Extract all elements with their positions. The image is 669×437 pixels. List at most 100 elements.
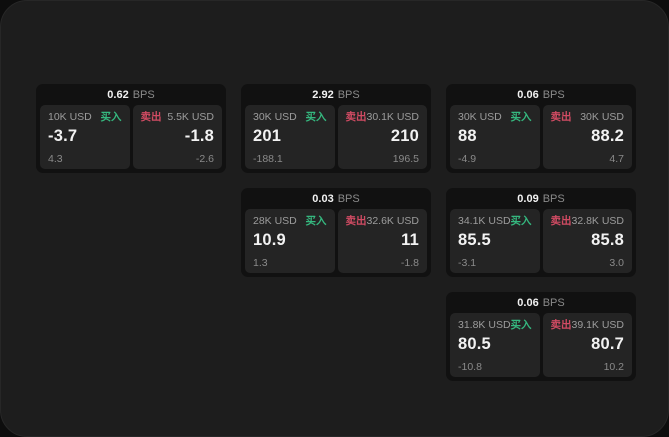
sell-size: 39.1K USD [571,319,625,331]
card-header: 0.03 BPS [245,188,427,209]
buy-panel-top: 30K USD 买入 [458,112,532,123]
buy-size: 28K USD [253,215,297,227]
sell-panel[interactable]: 卖出 39.1K USD 80.7 10.2 [542,313,632,377]
sell-size: 32.8K USD [571,215,625,227]
sell-delta: -1.8 [400,256,419,269]
buy-price: -3.7 [48,126,78,145]
sell-label: 卖出 [345,215,367,227]
sell-price: -1.8 [184,126,214,145]
buy-price: 201 [253,126,282,145]
sell-price: 80.7 [591,334,624,353]
bps-unit-label: BPS [337,192,360,205]
bps-unit-label: BPS [542,88,565,101]
sell-size: 30.1K USD [366,111,420,123]
sell-panel[interactable]: 卖出 30K USD 88.2 4.7 [542,105,632,169]
buy-panel[interactable]: 30K USD 买入 201 -188.1 [245,105,335,169]
buy-panel-top: 10K USD 买入 [48,112,122,123]
buy-size: 34.1K USD [458,215,511,227]
sell-size: 30K USD [580,111,624,123]
sell-panel[interactable]: 卖出 32.6K USD 11 -1.8 [337,209,427,273]
sell-label: 卖出 [550,111,572,123]
buy-delta: -4.9 [458,152,477,165]
bps-unit-label: BPS [337,88,360,101]
quote-card: 0.06 BPS 30K USD 买入 88 -4.9 卖出 30K USD 8… [446,84,636,173]
sell-panel-top: 卖出 39.1K USD [551,320,625,331]
bps-unit-label: BPS [542,296,565,309]
quote-card: 0.03 BPS 28K USD 买入 10.9 1.3 卖出 32.6K US… [241,188,431,277]
bps-unit-label: BPS [132,88,155,101]
card-header: 0.06 BPS [450,84,632,105]
sell-panel-top: 卖出 30K USD [551,112,625,123]
bps-unit-label: BPS [542,192,565,205]
buy-delta: -10.8 [458,360,482,373]
buy-delta: -188.1 [253,152,283,165]
card-header: 2.92 BPS [245,84,427,105]
buy-panel[interactable]: 30K USD 买入 88 -4.9 [450,105,540,169]
quote-card: 0.06 BPS 31.8K USD 买入 80.5 -10.8 卖出 39.1… [446,292,636,381]
buy-size: 30K USD [253,111,297,123]
buy-size: 31.8K USD [458,319,511,331]
sell-delta: 4.7 [609,152,624,165]
buy-price: 88 [458,126,477,145]
buy-price: 80.5 [458,334,491,353]
quote-panels: 28K USD 买入 10.9 1.3 卖出 32.6K USD 11 -1.8 [245,209,427,273]
buy-panel[interactable]: 31.8K USD 买入 80.5 -10.8 [450,313,540,377]
buy-delta: 4.3 [48,152,63,165]
buy-label: 买入 [100,111,122,123]
sell-panel-top: 卖出 32.8K USD [551,216,625,227]
sell-delta: 10.2 [603,360,624,373]
buy-panel-top: 31.8K USD 买入 [458,320,532,331]
quote-card: 0.62 BPS 10K USD 买入 -3.7 4.3 卖出 5.5K USD… [36,84,226,173]
sell-label: 卖出 [345,111,367,123]
card-header: 0.62 BPS [40,84,222,105]
sell-delta: 3.0 [609,256,624,269]
buy-price: 10.9 [253,230,286,249]
buy-panel-top: 28K USD 买入 [253,216,327,227]
card-header: 0.09 BPS [450,188,632,209]
buy-panel[interactable]: 34.1K USD 买入 85.5 -3.1 [450,209,540,273]
quote-card: 0.09 BPS 34.1K USD 买入 85.5 -3.1 卖出 32.8K… [446,188,636,277]
sell-price: 210 [390,126,419,145]
quote-panels: 31.8K USD 买入 80.5 -10.8 卖出 39.1K USD 80.… [450,313,632,377]
buy-label: 买入 [305,111,327,123]
buy-panel[interactable]: 28K USD 买入 10.9 1.3 [245,209,335,273]
sell-size: 5.5K USD [167,111,214,123]
quote-panels: 30K USD 买入 201 -188.1 卖出 30.1K USD 210 1… [245,105,427,169]
sell-price: 11 [401,230,419,249]
bps-value: 0.06 [517,296,539,309]
sell-delta: -2.6 [195,152,214,165]
sell-panel-top: 卖出 32.6K USD [346,216,420,227]
sell-price: 88.2 [591,126,624,145]
buy-price: 85.5 [458,230,491,249]
bps-value: 0.09 [517,192,539,205]
sell-panel-top: 卖出 5.5K USD [141,112,215,123]
sell-label: 卖出 [550,215,572,227]
bps-value: 0.62 [107,88,129,101]
bps-value: 0.06 [517,88,539,101]
sell-panel-top: 卖出 30.1K USD [346,112,420,123]
sell-panel[interactable]: 卖出 30.1K USD 210 196.5 [337,105,427,169]
card-header: 0.06 BPS [450,292,632,313]
sell-label: 卖出 [140,111,162,123]
buy-label: 买入 [510,319,532,331]
buy-panel[interactable]: 10K USD 买入 -3.7 4.3 [40,105,130,169]
quote-card: 2.92 BPS 30K USD 买入 201 -188.1 卖出 30.1K … [241,84,431,173]
buy-panel-top: 30K USD 买入 [253,112,327,123]
buy-delta: -3.1 [458,256,477,269]
quote-panels: 10K USD 买入 -3.7 4.3 卖出 5.5K USD -1.8 -2.… [40,105,222,169]
buy-label: 买入 [305,215,327,227]
buy-size: 30K USD [458,111,502,123]
quote-panels: 30K USD 买入 88 -4.9 卖出 30K USD 88.2 4.7 [450,105,632,169]
sell-label: 卖出 [550,319,572,331]
buy-label: 买入 [510,111,532,123]
sell-panel[interactable]: 卖出 5.5K USD -1.8 -2.6 [132,105,222,169]
quote-panels: 34.1K USD 买入 85.5 -3.1 卖出 32.8K USD 85.8… [450,209,632,273]
sell-delta: 196.5 [392,152,419,165]
sell-panel[interactable]: 卖出 32.8K USD 85.8 3.0 [542,209,632,273]
buy-label: 买入 [510,215,532,227]
buy-delta: 1.3 [253,256,268,269]
bps-value: 2.92 [312,88,334,101]
bps-value: 0.03 [312,192,334,205]
